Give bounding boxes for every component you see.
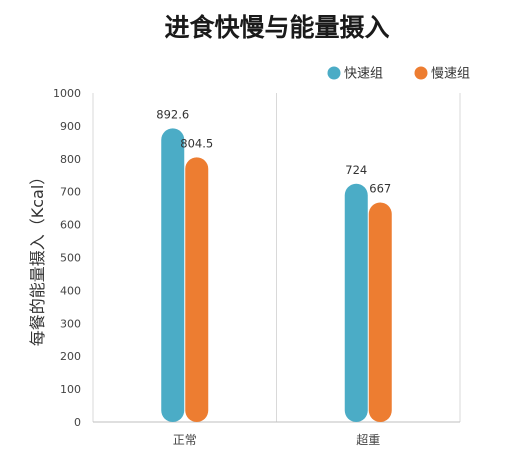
legend: 快速组 慢速组 [327, 66, 470, 82]
chart-title: 进食快慢与能量摄入 [164, 13, 389, 42]
y-tick-label: 600 [60, 219, 81, 232]
y-axis-label: 每餐的能量摄入（Kcal） [28, 169, 47, 347]
y-tick-label: 200 [60, 350, 81, 363]
legend-marker [327, 66, 341, 80]
bar [368, 202, 392, 422]
y-tick-label: 100 [60, 383, 81, 396]
y-tick-label: 1000 [53, 87, 81, 100]
y-tick-label: 400 [60, 284, 81, 297]
data-label: 892.6 [156, 107, 189, 121]
legend-marker [414, 66, 428, 80]
y-tick-label: 800 [60, 153, 81, 166]
x-tick-label: 正常 [173, 433, 197, 447]
bar [344, 183, 368, 422]
data-label: 724 [345, 163, 367, 177]
y-tick-label: 700 [60, 186, 81, 199]
bar [185, 157, 209, 422]
y-tick-label: 900 [60, 120, 81, 133]
x-tick-label: 超重 [356, 432, 380, 447]
data-label: 667 [369, 182, 391, 196]
legend-label: 快速组 [344, 67, 383, 82]
bar [161, 128, 185, 422]
data-label: 804.5 [180, 136, 213, 150]
plot-area: 0 100 200 300 400 500 600 700 800 900 1000 正常 超重 892.… [53, 87, 461, 447]
legend-label: 慢速组 [431, 66, 470, 82]
y-tick-label: 300 [60, 317, 81, 330]
y-tick-label: 500 [60, 252, 81, 265]
y-tick-label: 0 [74, 416, 81, 429]
